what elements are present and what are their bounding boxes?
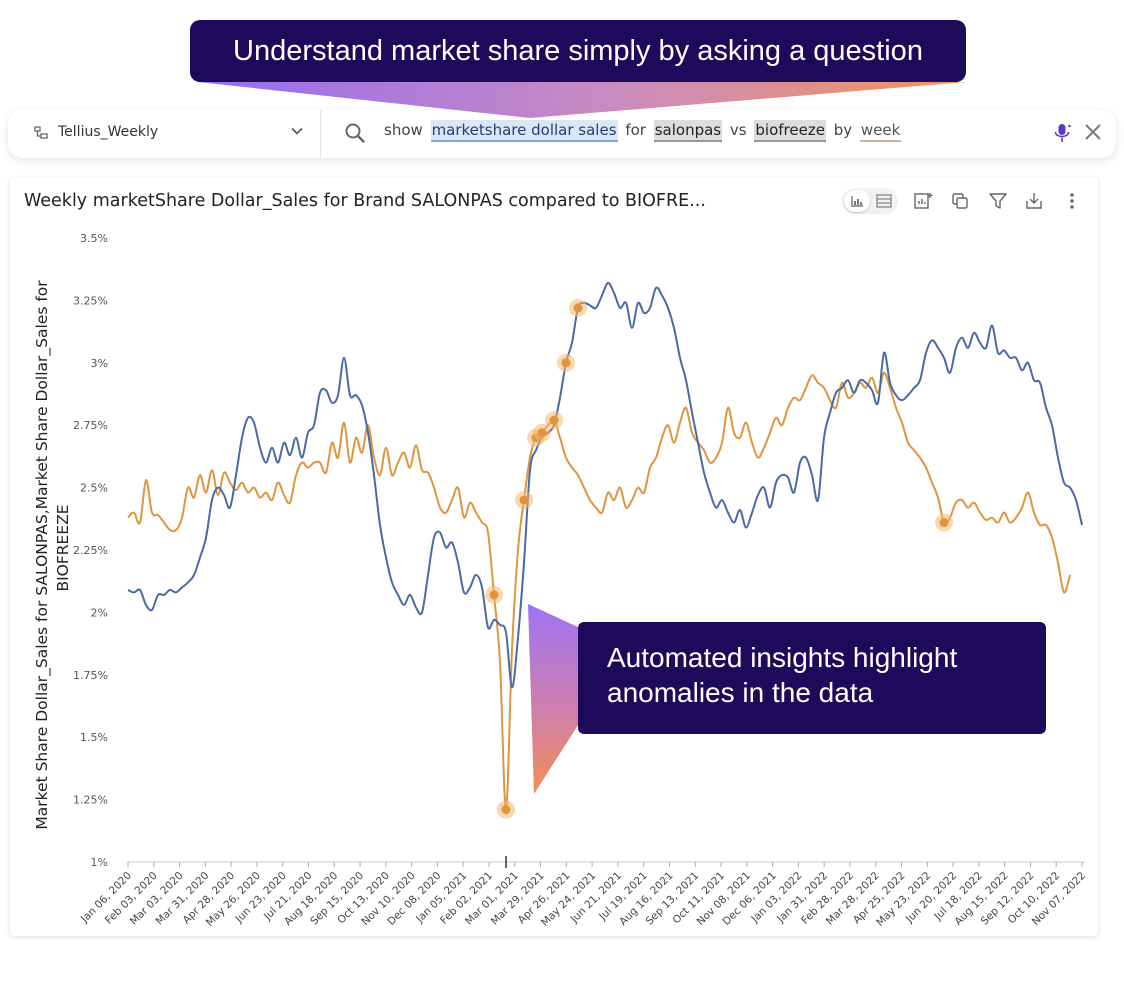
question-callout: Understand market share simply by asking… — [190, 20, 966, 82]
query-token-plain: by — [833, 121, 853, 139]
query-token-plain: for — [625, 121, 646, 139]
add-chart-icon[interactable] — [913, 191, 933, 211]
query-token-plain: show — [384, 121, 423, 139]
query-token-time[interactable]: week — [859, 120, 902, 142]
chevron-down-icon[interactable] — [290, 124, 304, 138]
duplicate-icon[interactable] — [950, 191, 970, 211]
search-input[interactable]: show marketshare dollar sales for salonp… — [382, 120, 902, 142]
download-icon[interactable] — [1024, 191, 1044, 211]
search-icon — [345, 123, 365, 143]
query-token-entity[interactable]: biofreeze — [754, 120, 826, 142]
filter-icon[interactable] — [988, 191, 1008, 211]
chart-card: Weekly marketShare Dollar_Sales for Bran… — [10, 178, 1098, 936]
table-view-icon[interactable] — [874, 192, 894, 210]
chart-view-button[interactable] — [844, 190, 870, 212]
insight-callout: Automated insights highlight anomalies i… — [578, 622, 1046, 734]
viz-toggle[interactable] — [842, 188, 898, 214]
close-icon[interactable] — [1083, 122, 1103, 142]
more-options-icon[interactable] — [1062, 191, 1082, 211]
bar-chart-icon — [851, 196, 863, 207]
query-token-entity[interactable]: salonpas — [653, 120, 723, 142]
chart-title: Weekly marketShare Dollar_Sales for Bran… — [24, 191, 706, 211]
insight-callout-line2: anomalies in the data — [607, 677, 874, 708]
search-bar: Tellius_Weekly show marketshare dollar s… — [8, 110, 1116, 158]
insight-callout-line1: Automated insights highlight — [607, 642, 958, 673]
database-icon — [34, 126, 48, 139]
dataset-name: Tellius_Weekly — [58, 124, 159, 140]
dataset-selector[interactable]: Tellius_Weekly — [8, 110, 321, 158]
microphone-icon[interactable] — [1052, 122, 1072, 144]
query-token-measure[interactable]: marketshare dollar sales — [430, 120, 618, 142]
query-token-plain: vs — [729, 121, 747, 139]
